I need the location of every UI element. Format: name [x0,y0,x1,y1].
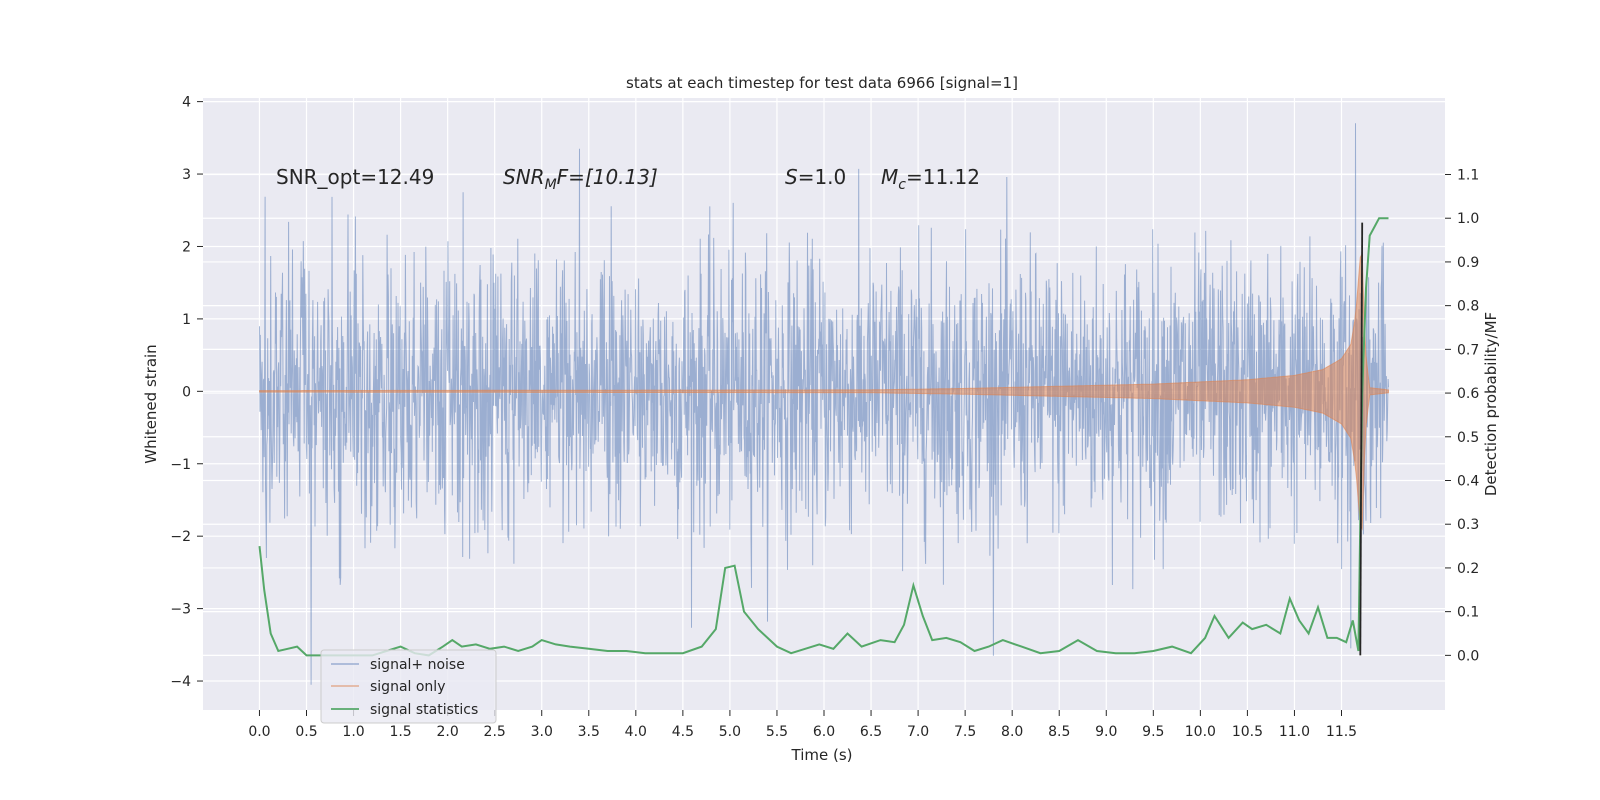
y-right-tick-label: 0.8 [1457,299,1479,315]
annotation-s-value: =1.0 [798,165,847,189]
y-right-tick-label: 0.4 [1457,474,1479,490]
legend-label-signal-plus-noise: signal+ noise [370,657,465,673]
annotation-snr-opt: SNR_opt=12.49 [276,165,434,189]
x-tick-label: 7.0 [907,724,929,740]
legend: signal+ noise signal only signal statist… [320,649,497,724]
grid-layer [203,98,1445,710]
x-tick-label: 3.5 [578,724,600,740]
x-tick-label: 0.0 [248,724,270,740]
x-tick-label: 8.5 [1048,724,1070,740]
matched-filter-marker [1359,222,1364,656]
y-right-tick-label: 1.0 [1457,211,1479,227]
x-tick-label: 10.5 [1232,724,1263,740]
y-axis-right-label: Detection probability/MF [1482,312,1500,496]
y-left-tick-label: −3 [170,602,191,618]
x-axis-label: Time (s) [791,746,853,764]
annotation-s-label: S [785,165,798,189]
y-left-tick-label: 3 [182,167,191,183]
x-tick-label: 1.0 [342,724,364,740]
x-tick-label: 9.0 [1095,724,1117,740]
legend-label-signal-statistics: signal statistics [370,702,478,718]
y-left-tick-label: −1 [170,457,191,473]
x-tick-label: 6.5 [860,724,882,740]
annotation-snr-mf-value: F=[10.13] [557,165,658,189]
y-right-tick-label: 0.9 [1457,255,1479,271]
x-tick-label: 6.0 [813,724,835,740]
signal-envelope [259,251,1389,531]
y-axis-left-label: Whitened strain [142,344,160,463]
y-right-tick-label: 0.7 [1457,342,1479,358]
y-left-tick-label: −4 [170,674,191,690]
annotation-snr-mf-label: SNR [503,165,545,189]
x-tick-label: 8.0 [1001,724,1023,740]
x-tick-label: 10.0 [1185,724,1216,740]
x-axis-ticks: 0.0 0.5 1.0 1.5 2.0 2.5 3.0 3.5 4.0 4.5 5.0 5.5 6.0 6… [248,710,1357,740]
y-right-tick-label: 0.6 [1457,386,1479,402]
y-right-tick-label: 0.5 [1457,430,1479,446]
x-tick-label: 3.0 [531,724,553,740]
x-tick-label: 11.5 [1326,724,1357,740]
legend-box [320,649,497,724]
x-tick-label: 0.5 [295,724,317,740]
x-tick-label: 1.5 [389,724,411,740]
y-left-tick-label: −2 [170,529,191,545]
x-tick-label: 2.0 [437,724,459,740]
x-tick-label: 2.5 [484,724,506,740]
x-tick-label: 11.0 [1279,724,1310,740]
legend-label-signal-only: signal only [370,679,445,695]
annotation-snr-mf: SNRMF=[10.13] [503,165,658,193]
x-tick-label: 9.5 [1142,724,1164,740]
x-tick-label: 4.0 [625,724,647,740]
y-right-tick-label: 0.0 [1457,648,1479,664]
annotation-s: S=1.0 [785,165,846,189]
annotation-mc-subscript: c [898,177,906,193]
x-tick-label: 5.5 [766,724,788,740]
y-axis-right-ticks: 1.1 1.0 0.9 0.8 0.7 0.6 0.5 0.4 0.3 0.2 0.1 0.0 [1445,168,1479,664]
x-tick-label: 7.5 [954,724,976,740]
annotation-mc: Mc=11.12 [881,165,980,193]
annotation-mc-value: =11.12 [906,165,980,189]
y-right-tick-label: 0.2 [1457,561,1479,577]
x-tick-label: 5.0 [719,724,741,740]
y-left-tick-label: 1 [182,312,191,328]
annotation-snr-mf-subscript: M [545,177,557,193]
y-axis-left-ticks: 4 3 2 1 0 −1 −2 −3 −4 [170,95,203,690]
series-signal-only [259,251,1389,531]
y-left-tick-label: 4 [182,95,191,111]
y-right-tick-label: 1.1 [1457,168,1479,184]
x-tick-label: 4.5 [672,724,694,740]
y-right-tick-label: 0.3 [1457,517,1479,533]
y-left-tick-label: 0 [182,384,191,400]
y-left-tick-label: 2 [182,239,191,255]
y-right-tick-label: 0.1 [1457,605,1479,621]
chart-title: stats at each timestep for test data 696… [626,74,1018,92]
annotation-mc-label: M [881,165,898,189]
